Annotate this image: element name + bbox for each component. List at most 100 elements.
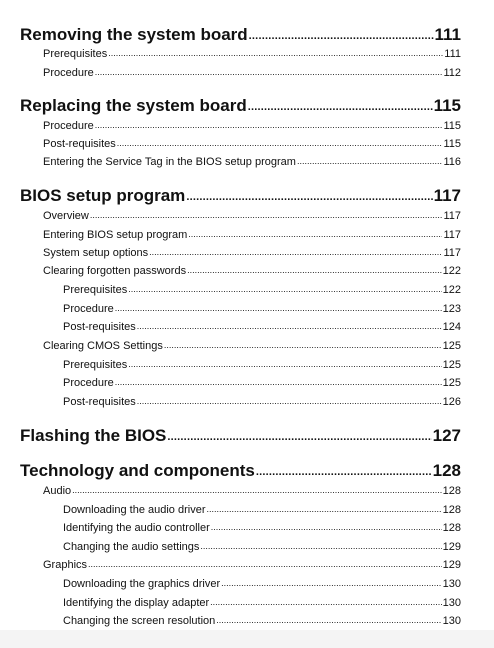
toc-entry-title: Downloading the graphics driver [63,578,221,590]
toc-entry-page: 128 [442,522,461,534]
toc-entry-page: 127 [432,426,461,445]
toc-entry-changing-audio-settings[interactable]: Changing the audio settings ............… [63,537,461,553]
toc-leader-dots: ........................................… [248,31,434,42]
toc-entry-title: Entering BIOS setup program [43,229,188,241]
toc-entry-page: 116 [443,156,461,168]
toc-entry-title: Technology and components [20,461,255,480]
toc-leader-dots: ........................................… [114,303,442,313]
toc-entry-page: 129 [442,559,461,571]
toc-entry-changing-screen-resolution[interactable]: Changing the screen resolution .........… [63,611,461,627]
toc-entry-page: 128 [442,485,461,497]
page-footer-band [0,630,494,648]
toc-entry-title: BIOS setup program [20,186,186,205]
toc-leader-dots: ........................................… [210,522,442,532]
toc-entry-title: Changing the screen resolution [63,615,216,627]
toc-entry-page: 111 [434,25,462,44]
toc-entry-title: Entering the Service Tag in the BIOS set… [43,156,296,168]
toc-entry-procedure[interactable]: Procedure ..............................… [43,63,461,79]
toc-entry-downloading-audio-driver[interactable]: Downloading the audio driver ...........… [63,500,461,516]
toc-leader-dots: ........................................… [188,229,443,239]
toc-entry-page: 111 [444,48,461,60]
toc-entry-entering-bios[interactable]: Entering BIOS setup program ............… [43,225,461,241]
toc-entry-page: 128 [442,504,461,516]
toc-leader-dots: ........................................… [108,48,444,58]
toc-entry-bios-setup-program[interactable]: BIOS setup program .....................… [20,184,461,206]
toc-entry-page: 124 [442,321,461,333]
toc-entry-prerequisites[interactable]: Prerequisites ..........................… [43,44,461,60]
toc-entry-procedure[interactable]: Procedure ..............................… [63,299,461,315]
toc-entry-title: Post-requisites [43,138,116,150]
toc-leader-dots: ........................................… [296,156,443,166]
toc-entry-title: Procedure [43,120,94,132]
toc-entry-post-requisites[interactable]: Post-requisites ........................… [63,317,461,333]
toc-entry-page: 126 [442,396,461,408]
toc-entry-replacing-system-board[interactable]: Replacing the system board .............… [20,94,461,116]
toc-entry-clearing-cmos[interactable]: Clearing CMOS Settings .................… [43,336,461,352]
toc-entry-page: 115 [443,120,461,132]
toc-entry-page: 122 [442,265,461,277]
toc-leader-dots: ........................................… [88,559,442,569]
toc-leader-dots: ........................................… [186,192,432,203]
toc-leader-dots: ........................................… [187,265,442,275]
toc-leader-dots: ........................................… [149,247,442,257]
toc-leader-dots: ........................................… [206,504,442,514]
toc-entry-title: Prerequisites [43,48,108,60]
toc-leader-dots: ........................................… [89,210,443,220]
toc-entry-title: Identifying the display adapter [63,597,210,609]
toc-entry-title: Changing the audio settings [63,541,200,553]
toc-entry-flashing-bios[interactable]: Flashing the BIOS ......................… [20,424,461,446]
toc-leader-dots: ........................................… [94,120,443,130]
toc-entry-audio[interactable]: Audio ..................................… [43,481,461,497]
toc-entry-page: 125 [442,340,461,352]
toc-entry-prerequisites[interactable]: Prerequisites ..........................… [63,280,461,296]
toc-entry-title: Clearing forgotten passwords [43,265,187,277]
toc-entry-prerequisites[interactable]: Prerequisites ..........................… [63,355,461,371]
toc-leader-dots: ........................................… [167,432,432,443]
toc-entry-page: 117 [443,229,461,241]
toc-entry-identifying-audio-controller[interactable]: Identifying the audio controller .......… [63,518,461,534]
toc-entry-service-tag[interactable]: Entering the Service Tag in the BIOS set… [43,152,461,168]
toc-entry-post-requisites[interactable]: Post-requisites ........................… [63,392,461,408]
toc-entry-post-requisites[interactable]: Post-requisites ........................… [43,134,461,150]
toc-entry-title: Replacing the system board [20,96,247,115]
toc-entry-page: 122 [442,284,461,296]
toc-leader-dots: ........................................… [128,284,441,294]
toc-entry-downloading-graphics-driver[interactable]: Downloading the graphics driver ........… [63,574,461,590]
toc-entry-page: 123 [442,303,461,315]
toc-leader-dots: ........................................… [128,359,441,369]
toc-leader-dots: ........................................… [114,377,442,387]
toc-entry-clearing-passwords[interactable]: Clearing forgotten passwords ...........… [43,261,461,277]
toc-entry-page: 130 [442,578,461,590]
toc-entry-title: Prerequisites [63,284,128,296]
toc-leader-dots: ........................................… [116,138,443,148]
toc-entry-title: Procedure [43,67,94,79]
toc-entry-identifying-display-adapter[interactable]: Identifying the display adapter ........… [63,593,461,609]
toc-entry-title: System setup options [43,247,149,259]
toc-entry-overview[interactable]: Overview ...............................… [43,206,461,222]
toc-leader-dots: ........................................… [200,541,441,551]
toc-entry-system-setup-options[interactable]: System setup options ...................… [43,243,461,259]
toc-entry-page: 129 [442,541,461,553]
toc-entry-page: 130 [442,597,461,609]
toc-leader-dots: ........................................… [255,467,432,478]
toc-entry-procedure[interactable]: Procedure ..............................… [43,116,461,132]
toc-leader-dots: ........................................… [163,340,442,350]
toc-entry-title: Downloading the audio driver [63,504,206,516]
toc-leader-dots: ........................................… [247,102,433,113]
toc-entry-title: Post-requisites [63,321,136,333]
toc-leader-dots: ........................................… [210,597,442,607]
toc-entry-title: Overview [43,210,89,222]
toc-entry-graphics[interactable]: Graphics ...............................… [43,555,461,571]
toc-entry-page: 125 [442,377,461,389]
toc-entry-page: 115 [443,138,461,150]
toc-leader-dots: ........................................… [72,485,442,495]
toc-entry-procedure[interactable]: Procedure ..............................… [63,373,461,389]
toc-leader-dots: ........................................… [221,578,442,588]
toc-entry-technology-components[interactable]: Technology and components ..............… [20,459,461,481]
toc-entry-title: Graphics [43,559,88,571]
toc-entry-page: 117 [433,186,461,205]
toc-entry-page: 125 [442,359,461,371]
toc-entry-title: Prerequisites [63,359,128,371]
toc-entry-removing-system-board[interactable]: Removing the system board ..............… [20,23,461,45]
